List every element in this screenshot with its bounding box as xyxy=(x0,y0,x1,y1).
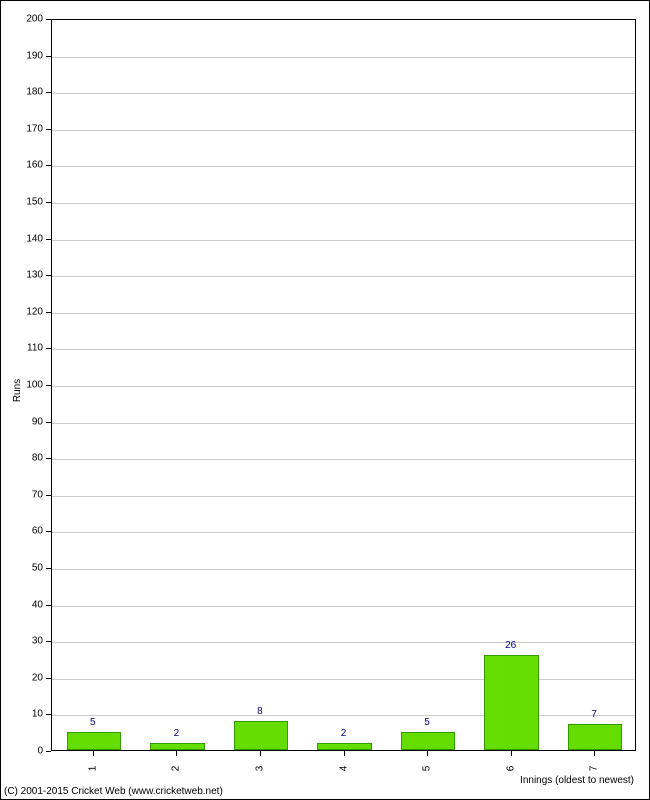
ytick-mark xyxy=(46,422,51,423)
bar xyxy=(568,724,622,750)
ytick-mark xyxy=(46,129,51,130)
gridline xyxy=(52,166,635,167)
gridline xyxy=(52,423,635,424)
x-axis-title: Innings (oldest to newest) xyxy=(520,775,634,786)
xtick-mark xyxy=(176,751,177,756)
gridline xyxy=(52,532,635,533)
ytick-mark xyxy=(46,531,51,532)
ytick-label: 110 xyxy=(1,343,43,354)
ytick-label: 50 xyxy=(1,563,43,574)
xtick-label: 1 xyxy=(87,761,98,777)
bar-value-label: 5 xyxy=(424,717,430,728)
ytick-mark xyxy=(46,312,51,313)
gridline xyxy=(52,679,635,680)
gridline xyxy=(52,715,635,716)
ytick-label: 90 xyxy=(1,416,43,427)
ytick-mark xyxy=(46,165,51,166)
gridline xyxy=(52,496,635,497)
copyright-text: (C) 2001-2015 Cricket Web (www.cricketwe… xyxy=(4,786,223,797)
gridline xyxy=(52,130,635,131)
xtick-mark xyxy=(427,751,428,756)
bar xyxy=(234,721,288,750)
ytick-mark xyxy=(46,458,51,459)
ytick-mark xyxy=(46,714,51,715)
xtick-label: 2 xyxy=(171,761,182,777)
ytick-mark xyxy=(46,19,51,20)
bar-value-label: 7 xyxy=(591,709,597,720)
ytick-mark xyxy=(46,641,51,642)
ytick-mark xyxy=(46,56,51,57)
ytick-label: 160 xyxy=(1,160,43,171)
ytick-mark xyxy=(46,495,51,496)
ytick-mark xyxy=(46,385,51,386)
bar-value-label: 26 xyxy=(505,640,516,651)
ytick-label: 40 xyxy=(1,599,43,610)
xtick-mark xyxy=(594,751,595,756)
xtick-mark xyxy=(511,751,512,756)
xtick-label: 6 xyxy=(505,761,516,777)
gridline xyxy=(52,349,635,350)
gridline xyxy=(52,276,635,277)
gridline xyxy=(52,642,635,643)
gridline xyxy=(52,569,635,570)
bar-value-label: 2 xyxy=(174,728,180,739)
ytick-label: 20 xyxy=(1,672,43,683)
bar xyxy=(67,732,121,750)
chart-frame: 0102030405060708090100110120130140150160… xyxy=(0,0,650,800)
gridline xyxy=(52,93,635,94)
ytick-label: 60 xyxy=(1,526,43,537)
ytick-mark xyxy=(46,605,51,606)
gridline xyxy=(52,203,635,204)
ytick-label: 180 xyxy=(1,87,43,98)
gridline xyxy=(52,313,635,314)
ytick-label: 140 xyxy=(1,233,43,244)
ytick-label: 10 xyxy=(1,709,43,720)
ytick-mark xyxy=(46,239,51,240)
gridline xyxy=(52,386,635,387)
bar xyxy=(401,732,455,750)
gridline xyxy=(52,240,635,241)
bar xyxy=(150,743,204,750)
plot-area xyxy=(51,19,636,751)
xtick-label: 4 xyxy=(338,761,349,777)
bar xyxy=(484,655,538,750)
ytick-label: 80 xyxy=(1,453,43,464)
ytick-label: 70 xyxy=(1,489,43,500)
ytick-label: 190 xyxy=(1,50,43,61)
ytick-mark xyxy=(46,568,51,569)
y-axis-title: Runs xyxy=(12,379,23,402)
ytick-label: 120 xyxy=(1,306,43,317)
bar xyxy=(317,743,371,750)
bar-value-label: 2 xyxy=(341,728,347,739)
ytick-label: 130 xyxy=(1,270,43,281)
bar-value-label: 8 xyxy=(257,706,263,717)
ytick-label: 30 xyxy=(1,636,43,647)
xtick-mark xyxy=(344,751,345,756)
ytick-mark xyxy=(46,275,51,276)
ytick-mark xyxy=(46,751,51,752)
gridline xyxy=(52,57,635,58)
bar-value-label: 5 xyxy=(90,717,96,728)
ytick-label: 200 xyxy=(1,14,43,25)
gridline xyxy=(52,459,635,460)
ytick-mark xyxy=(46,202,51,203)
xtick-label: 5 xyxy=(422,761,433,777)
ytick-mark xyxy=(46,348,51,349)
xtick-mark xyxy=(93,751,94,756)
ytick-mark xyxy=(46,92,51,93)
ytick-mark xyxy=(46,678,51,679)
ytick-label: 0 xyxy=(1,746,43,757)
ytick-label: 170 xyxy=(1,123,43,134)
xtick-mark xyxy=(260,751,261,756)
ytick-label: 150 xyxy=(1,197,43,208)
xtick-label: 3 xyxy=(254,761,265,777)
gridline xyxy=(52,606,635,607)
